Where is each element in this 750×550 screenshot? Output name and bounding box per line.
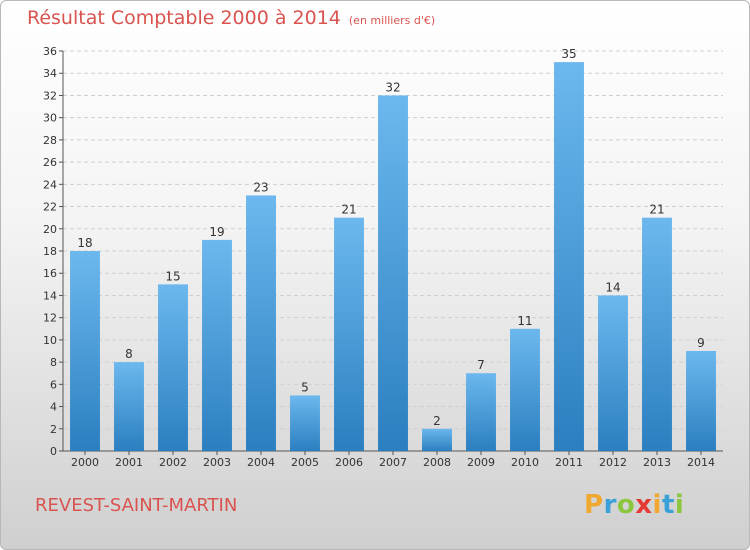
bar-2010 bbox=[510, 328, 540, 451]
value-label-2009: 7 bbox=[477, 358, 485, 372]
bar-2014 bbox=[686, 351, 716, 451]
x-tick-label-2014: 2014 bbox=[687, 456, 715, 469]
bar-2013 bbox=[642, 217, 672, 451]
value-label-2004: 23 bbox=[253, 180, 268, 194]
value-label-2000: 18 bbox=[77, 236, 92, 250]
x-tick-label-2005: 2005 bbox=[291, 456, 319, 469]
bar-2008 bbox=[422, 428, 452, 451]
logo-letter: o bbox=[616, 490, 636, 520]
proxiti-logo[interactable]: Proxiti bbox=[584, 490, 684, 520]
chart-title: Résultat Comptable 2000 à 2014 (en millie… bbox=[27, 7, 435, 29]
x-tick-label-2003: 2003 bbox=[203, 456, 231, 469]
bar-2009 bbox=[466, 373, 496, 451]
y-tick-label: 0 bbox=[50, 445, 57, 458]
value-label-2006: 21 bbox=[341, 203, 356, 217]
y-tick-label: 24 bbox=[43, 178, 57, 191]
value-label-2013: 21 bbox=[649, 203, 664, 217]
y-tick-label: 34 bbox=[43, 67, 57, 80]
y-tick-label: 2 bbox=[50, 423, 57, 436]
bar-2003 bbox=[202, 239, 232, 451]
y-tick-label: 36 bbox=[43, 45, 57, 58]
value-label-2002: 15 bbox=[165, 269, 180, 283]
value-label-2008: 2 bbox=[433, 414, 441, 428]
x-tick-label-2008: 2008 bbox=[423, 456, 451, 469]
bar-2005 bbox=[290, 395, 320, 451]
y-tick-label: 18 bbox=[43, 245, 57, 258]
y-tick-label: 6 bbox=[50, 378, 57, 391]
bar-2007 bbox=[378, 95, 408, 451]
bar-2011 bbox=[554, 62, 584, 451]
x-tick-label-2001: 2001 bbox=[115, 456, 143, 469]
bar-2002 bbox=[158, 284, 188, 451]
logo-letter: r bbox=[603, 490, 617, 520]
y-tick-label: 8 bbox=[50, 356, 57, 369]
x-tick-label-2002: 2002 bbox=[159, 456, 187, 469]
bars bbox=[70, 62, 716, 451]
x-tick-label-2004: 2004 bbox=[247, 456, 275, 469]
value-label-2010: 11 bbox=[517, 314, 532, 328]
x-tick-label-2000: 2000 bbox=[71, 456, 99, 469]
y-tick-label: 32 bbox=[43, 89, 57, 102]
value-label-2005: 5 bbox=[301, 380, 309, 394]
logo-letter: t bbox=[661, 490, 675, 520]
value-label-2012: 14 bbox=[605, 280, 620, 294]
y-tick-label: 12 bbox=[43, 312, 57, 325]
bar-2001 bbox=[114, 362, 144, 451]
bar-2012 bbox=[598, 295, 628, 451]
bar-2006 bbox=[334, 217, 364, 451]
value-label-2011: 35 bbox=[561, 47, 576, 61]
logo-letter: i bbox=[674, 490, 685, 520]
y-tick-label: 22 bbox=[43, 201, 57, 214]
labels: 0246810121416182022242628303234362000182… bbox=[43, 45, 715, 469]
chart-subtitle: (en milliers d'€) bbox=[348, 14, 436, 27]
value-label-2007: 32 bbox=[385, 80, 400, 94]
y-tick-label: 30 bbox=[43, 112, 57, 125]
x-tick-label-2012: 2012 bbox=[599, 456, 627, 469]
y-tick-label: 16 bbox=[43, 267, 57, 280]
value-label-2014: 9 bbox=[697, 336, 705, 350]
bar-2004 bbox=[246, 195, 276, 451]
y-tick-label: 14 bbox=[43, 289, 57, 302]
y-tick-label: 20 bbox=[43, 223, 57, 236]
x-tick-label-2007: 2007 bbox=[379, 456, 407, 469]
y-tick-label: 4 bbox=[50, 401, 57, 414]
chart-title-text: Résultat Comptable 2000 à 2014 bbox=[27, 7, 341, 29]
bar-2000 bbox=[70, 251, 100, 451]
value-label-2003: 19 bbox=[209, 225, 224, 239]
x-tick-label-2013: 2013 bbox=[643, 456, 671, 469]
logo-letter: x bbox=[635, 490, 653, 520]
logo-letter: i bbox=[652, 490, 662, 520]
x-tick-label-2011: 2011 bbox=[555, 456, 583, 469]
x-tick-label-2009: 2009 bbox=[467, 456, 495, 469]
x-tick-label-2006: 2006 bbox=[335, 456, 363, 469]
value-label-2001: 8 bbox=[125, 347, 133, 361]
y-tick-label: 10 bbox=[43, 334, 57, 347]
y-tick-label: 28 bbox=[43, 134, 57, 147]
y-tick-label: 26 bbox=[43, 156, 57, 169]
x-tick-label-2010: 2010 bbox=[511, 456, 539, 469]
commune-name: REVEST-SAINT-MARTIN bbox=[35, 495, 238, 516]
logo-letter: P bbox=[584, 490, 604, 520]
